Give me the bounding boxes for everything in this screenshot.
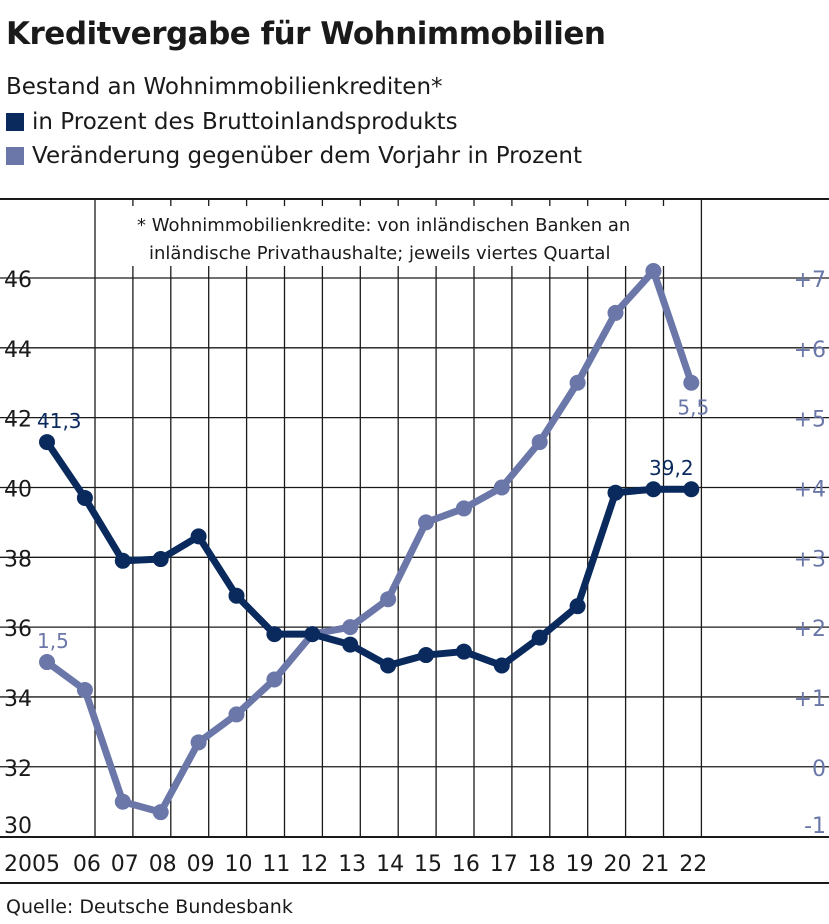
x-tick-label: 10 bbox=[225, 852, 253, 877]
y-right-tick-label: +3 bbox=[794, 547, 826, 572]
point-change-22 bbox=[683, 374, 700, 391]
point-bip-09 bbox=[190, 528, 207, 545]
point-bip-20 bbox=[607, 484, 624, 501]
data-label-bip-22: 39,2 bbox=[649, 456, 694, 480]
point-change-07 bbox=[114, 793, 131, 810]
point-change-11 bbox=[266, 671, 283, 688]
y-left-tick-label: 46 bbox=[4, 268, 32, 293]
x-tick-label: 12 bbox=[300, 852, 328, 877]
x-tick-label: 14 bbox=[376, 852, 404, 877]
chart-frame bbox=[0, 198, 829, 884]
point-change-08 bbox=[152, 804, 169, 821]
point-change-06 bbox=[76, 681, 93, 698]
point-bip-07 bbox=[114, 552, 131, 569]
footnote-line-2: inländische Privathaushalte; jeweils vie… bbox=[149, 243, 610, 264]
x-tick-label: 11 bbox=[262, 852, 290, 877]
chart-title: Kreditvergabe für Wohnimmobilien bbox=[6, 16, 606, 52]
y-right-tick-label: +2 bbox=[794, 617, 826, 642]
y-left-tick-label: 36 bbox=[4, 617, 32, 642]
footnote-line-1: * Wohnimmobilienkredite: von inländische… bbox=[137, 215, 630, 236]
x-tick-label: 07 bbox=[111, 852, 139, 877]
x-tick-label: 19 bbox=[566, 852, 594, 877]
legend-label-change: Veränderung gegenüber dem Vorjahr in Pro… bbox=[32, 143, 583, 169]
point-bip-16 bbox=[455, 643, 472, 660]
point-bip-14 bbox=[380, 657, 397, 674]
x-tick-label: 21 bbox=[641, 852, 669, 877]
x-tick-label: 2005 bbox=[4, 852, 60, 877]
y-axis-right: -1 0 +1 +2 +3 +4 +5 +6 +7 bbox=[794, 268, 826, 839]
point-change-10 bbox=[228, 706, 245, 723]
point-change-18 bbox=[531, 434, 548, 451]
x-tick-label: 06 bbox=[73, 852, 101, 877]
point-bip-21 bbox=[645, 481, 662, 498]
point-change-19 bbox=[569, 374, 586, 391]
chart-subtitle: Bestand an Wohnimmobilienkrediten* bbox=[6, 74, 443, 100]
legend-swatch-bip bbox=[6, 113, 24, 131]
point-change-15 bbox=[418, 514, 434, 531]
x-tick-label: 18 bbox=[528, 852, 556, 877]
x-axis: 2005 06 07 08 09 10 11 12 13 14 15 16 17 18 19 20 21 22 bbox=[4, 852, 707, 877]
y-right-tick-label: +6 bbox=[794, 338, 826, 363]
point-bip-2005 bbox=[39, 434, 55, 451]
point-change-14 bbox=[380, 591, 397, 608]
legend-item-change: Veränderung gegenüber dem Vorjahr in Pro… bbox=[6, 143, 582, 169]
line-chart: * Wohnimmobilienkredite: von inländische… bbox=[0, 198, 829, 884]
point-bip-13 bbox=[342, 636, 359, 653]
point-bip-17 bbox=[493, 657, 510, 674]
y-left-tick-label: 38 bbox=[4, 547, 32, 572]
series-line-change bbox=[43, 267, 695, 816]
y-left-tick-label: 34 bbox=[4, 687, 32, 712]
point-change-20 bbox=[607, 304, 624, 321]
x-tick-label: 13 bbox=[338, 852, 366, 877]
point-bip-08 bbox=[152, 551, 169, 568]
point-change-2005 bbox=[39, 654, 55, 671]
data-labels: 1,5 5,5 41,3 39,2 bbox=[37, 396, 709, 653]
y-right-tick-label: +1 bbox=[794, 687, 826, 712]
point-bip-10 bbox=[228, 587, 245, 604]
data-label-bip-2005: 41,3 bbox=[37, 409, 82, 433]
data-label-change-2005: 1,5 bbox=[37, 629, 69, 653]
x-tick-label: 17 bbox=[490, 852, 518, 877]
y-right-tick-label: +4 bbox=[794, 477, 826, 502]
series bbox=[39, 263, 700, 821]
y-right-tick-label: +5 bbox=[794, 408, 826, 433]
y-left-tick-label: 30 bbox=[4, 814, 32, 839]
y-right-tick-label: 0 bbox=[812, 757, 826, 782]
y-left-tick-label: 40 bbox=[4, 477, 32, 502]
series-line-bip bbox=[43, 438, 695, 670]
point-change-17 bbox=[493, 479, 510, 496]
point-bip-06 bbox=[76, 489, 93, 506]
point-change-21 bbox=[645, 263, 662, 280]
y-left-tick-label: 32 bbox=[4, 757, 32, 782]
y-axis-left: 30 32 34 36 38 40 42 44 46 bbox=[4, 268, 32, 839]
legend-label-bip: in Prozent des Bruttoinlandsprodukts bbox=[32, 109, 458, 135]
grid bbox=[0, 199, 829, 837]
x-tick-label: 09 bbox=[187, 852, 215, 877]
x-tick-label: 16 bbox=[452, 852, 480, 877]
point-change-16 bbox=[455, 500, 472, 517]
x-tick-label: 15 bbox=[414, 852, 442, 877]
legend-item-bip: in Prozent des Bruttoinlandsprodukts bbox=[6, 109, 458, 135]
point-bip-19 bbox=[569, 598, 586, 615]
x-tick-label: 20 bbox=[604, 852, 632, 877]
footnote-box bbox=[104, 206, 671, 266]
point-change-09 bbox=[190, 734, 207, 751]
source-note: Quelle: Deutsche Bundesbank bbox=[6, 896, 293, 918]
legend-swatch-change bbox=[6, 147, 24, 165]
data-label-change-22: 5,5 bbox=[677, 396, 709, 420]
point-bip-11 bbox=[266, 626, 283, 643]
y-left-tick-label: 42 bbox=[4, 408, 32, 433]
point-bip-22 bbox=[683, 481, 700, 498]
y-left-tick-label: 44 bbox=[4, 338, 32, 363]
x-tick-label: 08 bbox=[149, 852, 177, 877]
point-bip-18 bbox=[531, 629, 548, 646]
point-change-13 bbox=[342, 619, 359, 636]
point-bip-12 bbox=[304, 626, 321, 643]
x-tick-label: 22 bbox=[679, 852, 707, 877]
y-right-tick-label: -1 bbox=[804, 814, 826, 839]
point-bip-15 bbox=[418, 647, 434, 664]
y-right-tick-label: +7 bbox=[794, 268, 826, 293]
